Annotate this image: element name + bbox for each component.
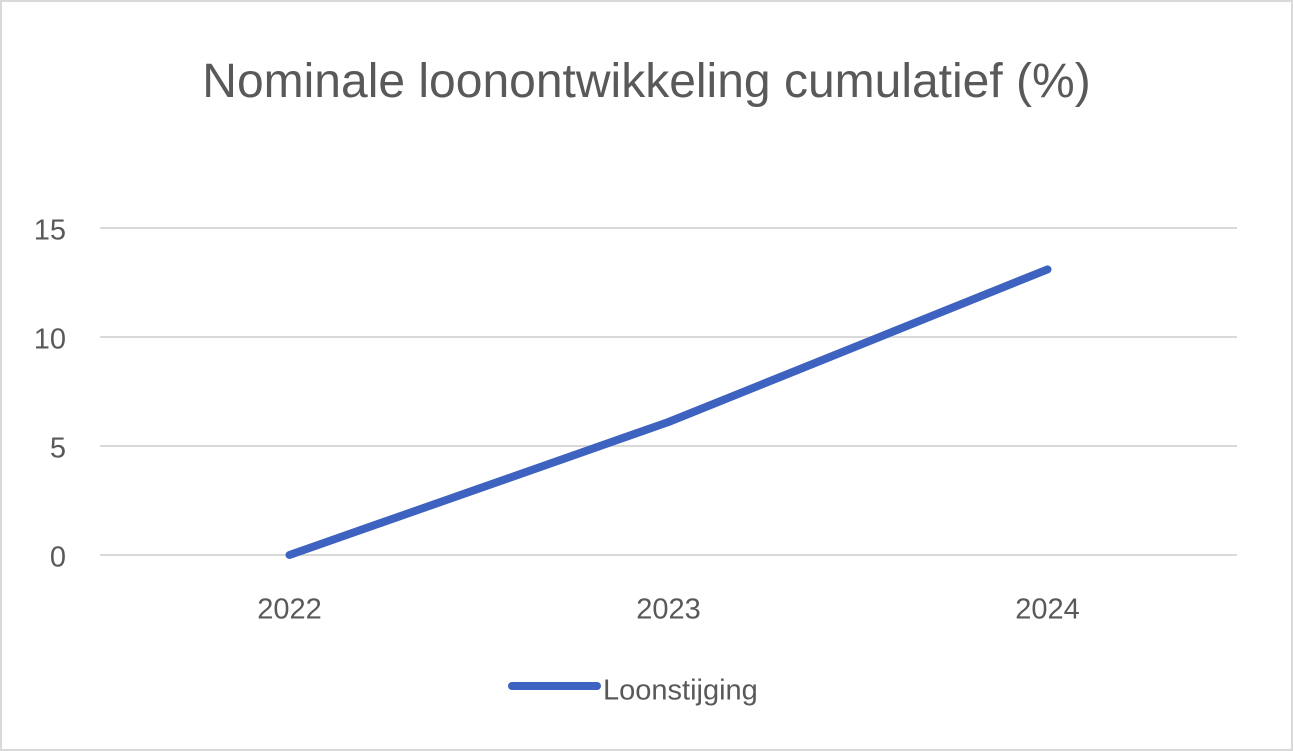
x-tick-label: 2023 bbox=[636, 594, 701, 626]
y-tick-label: 15 bbox=[34, 215, 66, 247]
data-line bbox=[285, 265, 1052, 559]
y-tick-label: 5 bbox=[50, 433, 66, 465]
legend-label: Loonstijging bbox=[603, 675, 758, 707]
y-tick-label: 10 bbox=[34, 324, 66, 356]
x-tick-label: 2022 bbox=[257, 594, 322, 626]
chart-title: Nominale loonontwikkeling cumulatief (%) bbox=[202, 55, 1091, 108]
y-tick-label: 0 bbox=[50, 542, 66, 574]
x-tick-label: 2024 bbox=[1015, 594, 1080, 626]
